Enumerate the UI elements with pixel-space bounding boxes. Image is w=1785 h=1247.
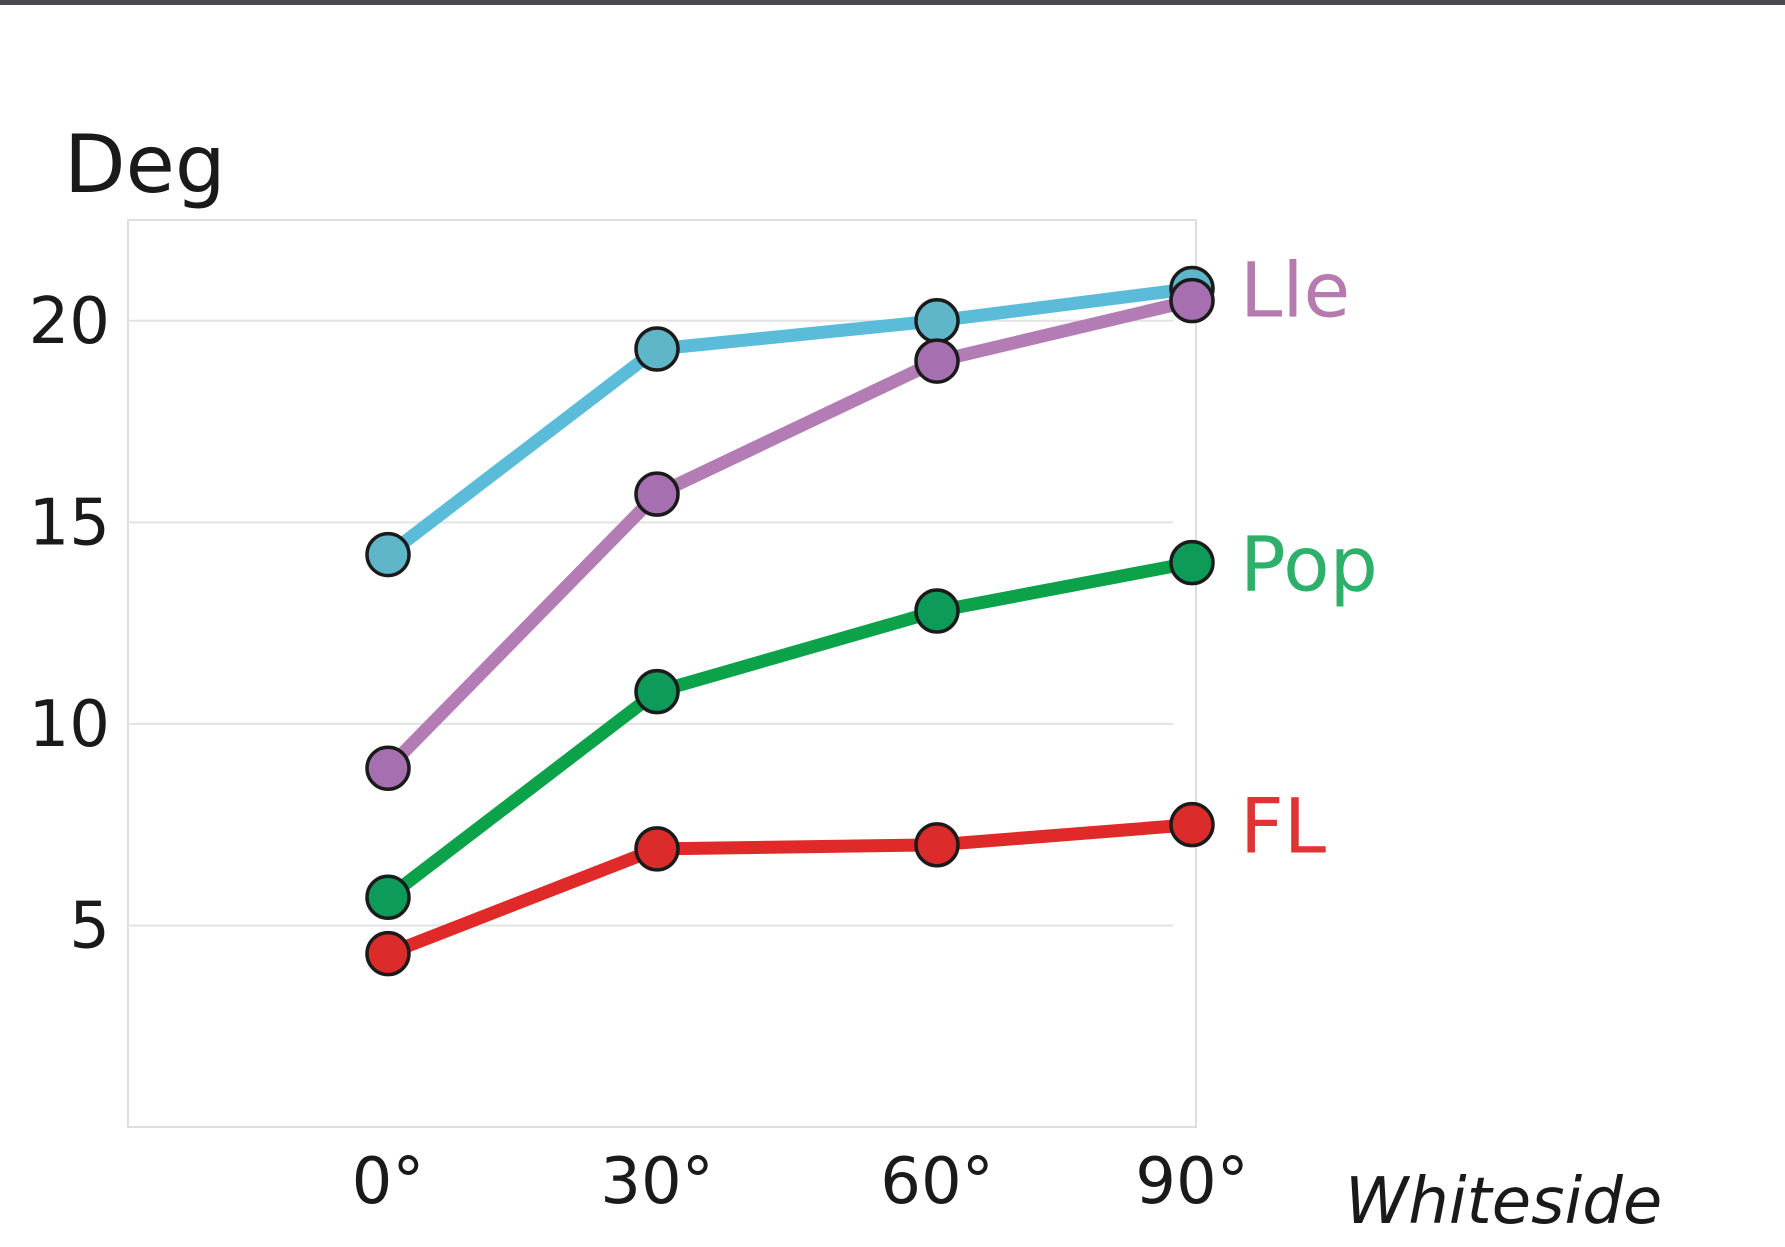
y-tick-labels: 5 10 15 20 bbox=[29, 285, 110, 964]
y-tick-label: 10 bbox=[29, 688, 110, 762]
y-tick-label: 15 bbox=[29, 486, 110, 560]
y-axis-label: Deg bbox=[64, 118, 226, 211]
data-point bbox=[634, 471, 680, 517]
x-tick-label: 60° bbox=[880, 1145, 993, 1219]
data-point bbox=[365, 930, 411, 977]
data-point bbox=[914, 338, 960, 384]
y-tick-label: 5 bbox=[69, 889, 110, 963]
data-point bbox=[365, 745, 411, 791]
data-point bbox=[634, 668, 680, 715]
x-tick-labels: 0° 30° 60° 90° bbox=[352, 1145, 1249, 1219]
series-label: Lle bbox=[1240, 246, 1350, 335]
series-group: Lle Pop FL bbox=[365, 246, 1378, 977]
data-point bbox=[634, 326, 680, 372]
data-point bbox=[365, 531, 411, 578]
y-tick-label: 20 bbox=[29, 285, 110, 359]
x-tick-label: 90° bbox=[1135, 1145, 1248, 1219]
x-axis-label: Whiteside bbox=[1345, 1165, 1662, 1239]
series-label: Pop bbox=[1240, 520, 1378, 609]
series-line bbox=[381, 818, 1199, 961]
data-point bbox=[1169, 277, 1215, 324]
data-point bbox=[1169, 539, 1215, 586]
series-lle: Lle bbox=[365, 246, 1350, 578]
data-point bbox=[365, 874, 411, 920]
series-line bbox=[381, 556, 1199, 904]
series-line bbox=[381, 282, 1199, 562]
plot-area bbox=[127, 219, 1197, 1128]
data-point bbox=[634, 826, 680, 872]
series-label: FL bbox=[1240, 782, 1326, 871]
series-pop: Pop bbox=[365, 520, 1378, 920]
series-unlabeled-1 bbox=[365, 277, 1215, 791]
data-point bbox=[914, 822, 960, 868]
data-point bbox=[914, 588, 960, 634]
series-fl: FL bbox=[365, 782, 1326, 977]
grid-lines bbox=[128, 319, 1173, 927]
data-point bbox=[1169, 801, 1215, 848]
x-tick-label: 0° bbox=[352, 1145, 425, 1219]
data-point bbox=[914, 298, 960, 344]
series-line bbox=[381, 294, 1199, 775]
x-tick-label: 30° bbox=[600, 1145, 713, 1219]
